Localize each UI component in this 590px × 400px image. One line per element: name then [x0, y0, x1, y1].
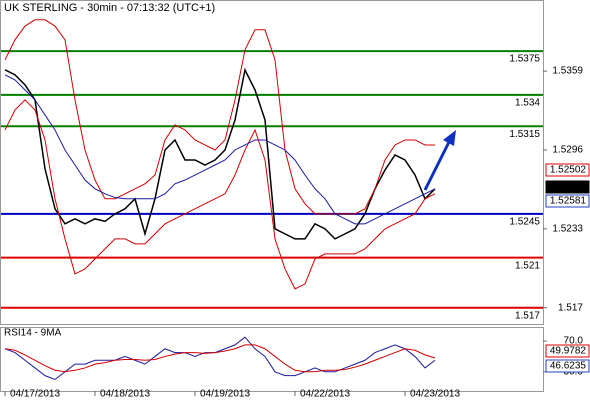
- series-line: [4, 99, 436, 290]
- series-line: [4, 344, 436, 373]
- price-box: [545, 180, 590, 194]
- price-box: [545, 194, 590, 208]
- series-line: [4, 67, 436, 240]
- level-label: 1.521: [515, 260, 540, 271]
- price-label: 1.5266: [555, 182, 586, 193]
- x-tick-label: 04/22/2013: [300, 389, 350, 400]
- chart-title: UK STERLING - 30min - 07:13:32 (UTC+1): [4, 2, 215, 14]
- price-panel: [0, 0, 544, 325]
- price-box: [545, 344, 590, 358]
- x-tick-label: 04/23/2013: [410, 389, 460, 400]
- series-line: [4, 336, 436, 381]
- price-label: 1.52502: [550, 165, 587, 176]
- level-label: 1.5375: [509, 54, 540, 65]
- level-label: 1.517: [515, 310, 540, 321]
- series-line: [4, 74, 436, 225]
- y-tick-label: 1.5359: [552, 66, 583, 77]
- price-label: 1.52581: [550, 196, 587, 207]
- x-tick-label: 04/17/2013: [10, 389, 60, 400]
- level-label: 1.534: [515, 98, 540, 109]
- y-tick-label: 1.5296: [552, 145, 583, 156]
- x-tick-label: 04/18/2013: [100, 389, 150, 400]
- level-label: 1.5315: [509, 129, 540, 140]
- y-tick-label: 1.517: [558, 302, 583, 313]
- level-label: 1.5245: [509, 216, 540, 227]
- y-tick-label: 1.5233: [552, 223, 583, 234]
- price-label: 49.9782: [550, 346, 587, 357]
- price-box: [545, 163, 590, 177]
- x-tick-label: 04/19/2013: [200, 389, 250, 400]
- arrow-head: [443, 130, 456, 146]
- rsi-panel: [0, 327, 544, 392]
- price-box: [545, 359, 590, 373]
- y-tick-label: 70.0: [564, 336, 584, 347]
- trend-arrow: [423, 139, 452, 191]
- series-line: [4, 19, 435, 215]
- price-label: 46.6235: [550, 361, 587, 372]
- rsi-title: RSI14 - 9MA: [4, 328, 62, 339]
